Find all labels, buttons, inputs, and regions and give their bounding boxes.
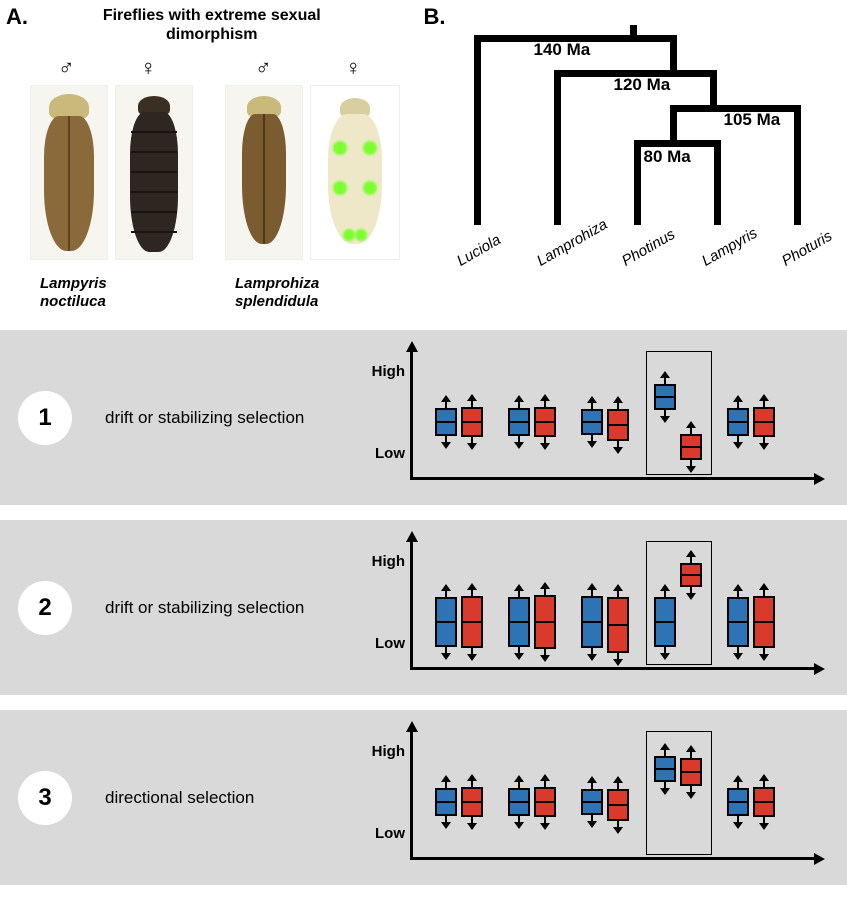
blue-boxplot [727, 408, 749, 436]
blue-boxplot [508, 597, 530, 647]
scenario-row-2: 2 drift or stabilizing selection High Low [0, 520, 847, 695]
blue-boxplot [435, 597, 457, 647]
y-axis [410, 350, 413, 480]
blue-boxplot [581, 596, 603, 648]
taxon-2: Photinus [619, 226, 678, 270]
taxon-1: Lamprohiza [534, 216, 610, 270]
x-axis [410, 477, 815, 480]
y-axis-arrow-icon [406, 531, 418, 542]
female-symbol-1: ♀ [140, 55, 157, 81]
y-label-high: High [365, 743, 405, 760]
scenario-row-3: 3 directional selection High Low [0, 710, 847, 885]
taxon-4: Photuris [779, 227, 835, 269]
x-axis [410, 857, 815, 860]
scenario-chart: High Low [380, 535, 825, 680]
y-axis-arrow-icon [406, 341, 418, 352]
panel-a: A. Fireflies with extreme sexualdimorphi… [0, 0, 424, 330]
red-boxplot [607, 597, 629, 653]
blue-boxplot [435, 408, 457, 436]
node-140: 140 Ma [534, 40, 591, 60]
blue-boxplot [508, 788, 530, 816]
photo-lamprohiza-female [310, 85, 400, 260]
photo-lampyris-male [30, 85, 108, 260]
male-symbol-2: ♂ [255, 55, 272, 81]
scenario-chart: High Low [380, 345, 825, 490]
blue-boxplot [581, 789, 603, 815]
taxon-3: Lampyris [699, 225, 760, 270]
phylogeny-tree: 140 Ma 120 Ma 105 Ma 80 Ma Luciola Lampr… [434, 25, 834, 285]
y-label-high: High [365, 363, 405, 380]
blue-boxplot [435, 788, 457, 816]
scenario-number: 3 [18, 771, 72, 825]
red-boxplot [534, 407, 556, 437]
y-label-low: Low [365, 825, 405, 842]
species-1-label: Lampyrisnoctiluca [40, 275, 107, 311]
scenario-label: drift or stabilizing selection [105, 408, 304, 428]
highlight-box [646, 351, 712, 475]
panel-a-label: A. [6, 4, 28, 30]
red-boxplot [461, 596, 483, 648]
taxon-0: Luciola [454, 231, 504, 269]
panel-a-title: Fireflies with extreme sexualdimorphism [62, 6, 362, 44]
red-boxplot [461, 787, 483, 817]
top-panels: A. Fireflies with extreme sexualdimorphi… [0, 0, 847, 330]
y-axis-arrow-icon [406, 721, 418, 732]
panel-b: B. 140 Ma 120 Ma 105 Ma 80 [424, 0, 847, 330]
blue-boxplot [727, 788, 749, 816]
x-axis-arrow-icon [814, 853, 825, 865]
red-boxplot [461, 407, 483, 437]
node-105: 105 Ma [724, 110, 781, 130]
scenario-label: directional selection [105, 788, 254, 808]
y-label-high: High [365, 553, 405, 570]
x-axis [410, 667, 815, 670]
y-axis [410, 540, 413, 670]
y-axis [410, 730, 413, 860]
y-label-low: Low [365, 635, 405, 652]
scenario-chart: High Low [380, 725, 825, 870]
red-boxplot [753, 596, 775, 648]
x-axis-arrow-icon [814, 663, 825, 675]
photo-lamprohiza-male [225, 85, 303, 260]
species-2-label: Lamprohizasplendidula [235, 275, 319, 311]
red-boxplot [607, 409, 629, 441]
scenario-number: 1 [18, 391, 72, 445]
x-axis-arrow-icon [814, 473, 825, 485]
scenarios-container: 1 drift or stabilizing selection High Low [0, 330, 847, 885]
red-boxplot [607, 789, 629, 821]
blue-boxplot [508, 408, 530, 436]
blue-boxplot [727, 597, 749, 647]
scenario-row-1: 1 drift or stabilizing selection High Low [0, 330, 847, 505]
node-80: 80 Ma [644, 147, 691, 167]
scenario-number: 2 [18, 581, 72, 635]
red-boxplot [534, 595, 556, 649]
female-symbol-2: ♀ [345, 55, 362, 81]
panel-a-title-text: Fireflies with extreme sexualdimorphism [103, 7, 321, 43]
red-boxplot [534, 787, 556, 817]
y-label-low: Low [365, 445, 405, 462]
node-120: 120 Ma [614, 75, 671, 95]
red-boxplot [753, 787, 775, 817]
highlight-box [646, 541, 712, 665]
photo-lampyris-female [115, 85, 193, 260]
red-boxplot [753, 407, 775, 437]
male-symbol-1: ♂ [58, 55, 75, 81]
highlight-box [646, 731, 712, 855]
blue-boxplot [581, 409, 603, 435]
scenario-label: drift or stabilizing selection [105, 598, 304, 618]
